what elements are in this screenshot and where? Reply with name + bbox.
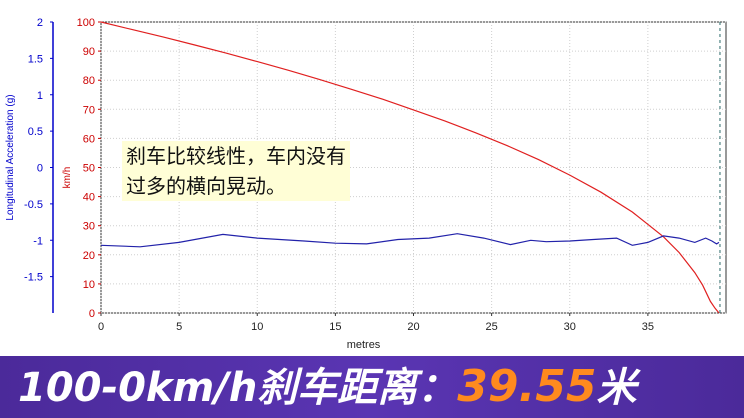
- result-banner: 100-0km/h刹车距离：39.55米: [0, 356, 744, 418]
- braking-distance-value: 39.55: [457, 361, 597, 412]
- speed-axis-tick-label: 40: [83, 192, 95, 204]
- banner-unit: 米: [596, 365, 637, 411]
- x-axis-tick-label: 30: [564, 321, 576, 333]
- annotation-line-1: 刹车比较线性，车内没有: [126, 144, 346, 168]
- left-axis-tick-label: 1: [37, 90, 43, 102]
- speed-axis-title: km/h: [62, 167, 73, 189]
- left-axis-tick-label: -1.5: [24, 272, 43, 284]
- x-axis-tick-label: 25: [486, 321, 498, 333]
- left-axis-tick-label: 0: [37, 163, 43, 175]
- left-axis-tick-label: -0.5: [24, 199, 43, 211]
- annotation-line-2: 过多的横向晃动。: [126, 174, 286, 198]
- braking-chart: -1.5 -1 -0.5 0 0.5 1 1.5 2 Longitudinal Accelera…: [5, 17, 727, 351]
- left-axis-tick-label: 2: [37, 17, 43, 29]
- speed-axis-tick-label: 90: [83, 46, 95, 58]
- speed-axis-tick-label: 10: [83, 279, 95, 291]
- left-axis-tick-label: 0.5: [28, 126, 43, 138]
- speed-axis-tick-label: 50: [83, 163, 95, 175]
- x-axis-tick-label: 5: [176, 321, 182, 333]
- speed-axis-tick-label: 100: [77, 17, 95, 29]
- speed-axis-tick-label: 30: [83, 221, 95, 233]
- banner-text: 100-0km/h刹车距离：39.55米: [18, 361, 637, 412]
- x-axis-tick-label: 15: [329, 321, 341, 333]
- banner-prefix: 100-0km/h刹车距离：: [18, 365, 458, 411]
- speed-axis-tick-label: 60: [83, 133, 95, 145]
- speed-axis-tick-label: 0: [89, 308, 95, 320]
- speed-series-line: [100, 21, 720, 314]
- x-axis-title: metres: [347, 339, 381, 351]
- x-axis-tick-label: 0: [98, 321, 104, 333]
- speed-axis-tick-label: 80: [83, 75, 95, 87]
- left-axis-title: Longitudinal Acceleration (g): [5, 94, 16, 220]
- left-axis-tick-label: 1.5: [28, 53, 43, 65]
- speed-axis-tick-label: 70: [83, 104, 95, 116]
- speed-axis-tick-label: 20: [83, 250, 95, 262]
- left-axis-tick-label: -1: [33, 235, 43, 247]
- x-axis-tick-label: 10: [251, 321, 263, 333]
- x-axis-tick-label: 35: [642, 321, 654, 333]
- x-axis-tick-label: 20: [407, 321, 419, 333]
- acceleration-series-line: [100, 233, 720, 248]
- chart-annotation: 刹车比较线性，车内没有 过多的横向晃动。: [122, 141, 350, 201]
- chart-area: -1.5 -1 -0.5 0 0.5 1 1.5 2 Longitudinal Accelera…: [5, 17, 727, 351]
